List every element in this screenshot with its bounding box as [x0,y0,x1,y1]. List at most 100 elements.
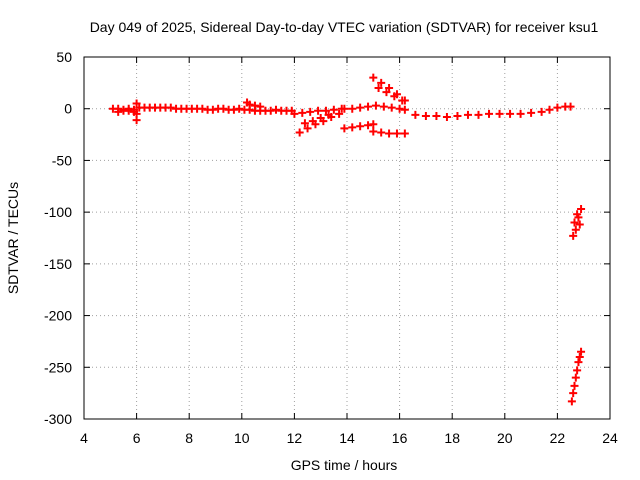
y-tick-label: 0 [64,101,72,117]
axis-ticks [83,56,611,420]
data-point [398,96,407,105]
data-point [369,120,378,129]
chart-title: Day 049 of 2025, Sidereal Day-to-day VTE… [90,19,599,35]
series-group [569,205,586,240]
data-point [166,103,175,112]
series-group [243,98,265,111]
x-tick-label: 14 [339,430,355,446]
data-point [356,122,365,131]
y-tick-label: -150 [44,256,72,272]
data-point [553,103,562,112]
data-point [395,104,404,113]
data-points [108,73,586,406]
series-group [300,110,333,128]
plot-frame [83,56,611,420]
data-point [132,99,141,108]
data-point [400,129,409,138]
data-point [371,101,380,110]
data-point [324,110,333,119]
data-point [574,358,583,367]
data-point [303,124,312,133]
data-point [463,110,472,119]
series-group [369,127,409,138]
data-point [316,114,325,123]
y-axis-label: SDTVAR / TECUs [5,182,21,294]
data-point [271,105,280,114]
data-point [379,102,388,111]
data-point [245,100,254,109]
series-group [290,104,346,118]
y-tick-label: -100 [44,204,72,220]
data-point [516,109,525,118]
data-point [348,123,357,132]
data-point [570,381,579,390]
data-point [570,218,579,227]
series-group [567,347,586,406]
data-point [571,373,580,382]
data-point [432,111,441,120]
data-point [573,210,582,219]
data-point [485,109,494,118]
data-point [571,225,580,234]
data-point [573,366,582,375]
series-group [114,99,141,125]
x-tick-label: 8 [185,430,193,446]
data-point [569,389,578,398]
y-tick-label: -200 [44,308,72,324]
series-group [374,84,407,105]
y-tick-label: -300 [44,411,72,427]
data-point [382,88,391,97]
data-point [256,102,265,111]
data-point [290,109,299,118]
data-point [219,104,228,113]
series-group [340,120,378,133]
x-tick-label: 10 [234,430,250,446]
x-tick-label: 12 [287,430,303,446]
data-point [132,116,141,125]
data-point [567,397,576,406]
data-point [340,124,349,133]
data-point [377,128,386,137]
y-tick-labels: 50 0 -50 -100 -150 -200 -250 -300 [44,49,72,427]
data-point [495,109,504,118]
series-group [340,101,409,114]
data-point [229,105,238,114]
x-tick-label: 16 [392,430,408,446]
series-group [411,102,575,121]
x-tick-label: 6 [133,430,141,446]
data-point [340,104,349,113]
data-point [198,104,207,113]
data-point [329,105,338,114]
data-point [527,108,536,117]
data-point [308,117,317,126]
data-point [314,106,323,115]
data-point [392,129,401,138]
x-tick-label: 20 [497,430,513,446]
data-point [390,92,399,101]
data-point [321,106,330,115]
data-point [577,347,586,356]
x-tick-label: 4 [80,430,88,446]
x-tick-label: 22 [550,430,566,446]
data-point [387,103,396,112]
data-point [364,121,373,130]
data-point [298,108,307,117]
data-point [506,109,515,118]
data-point [295,128,304,137]
data-point [369,127,378,136]
data-point [356,103,365,112]
x-tick-label: 18 [444,430,460,446]
data-point [421,111,430,120]
data-point [335,109,344,118]
data-point [411,110,420,119]
x-tick-labels: 4 6 8 10 12 14 16 18 20 22 24 [80,430,618,446]
data-point [537,107,546,116]
data-point [545,105,554,114]
x-axis-label: GPS time / hours [291,457,398,473]
data-point [114,107,123,116]
data-point [566,102,575,111]
data-point [575,352,584,361]
data-point [569,231,578,240]
data-point [577,205,586,214]
